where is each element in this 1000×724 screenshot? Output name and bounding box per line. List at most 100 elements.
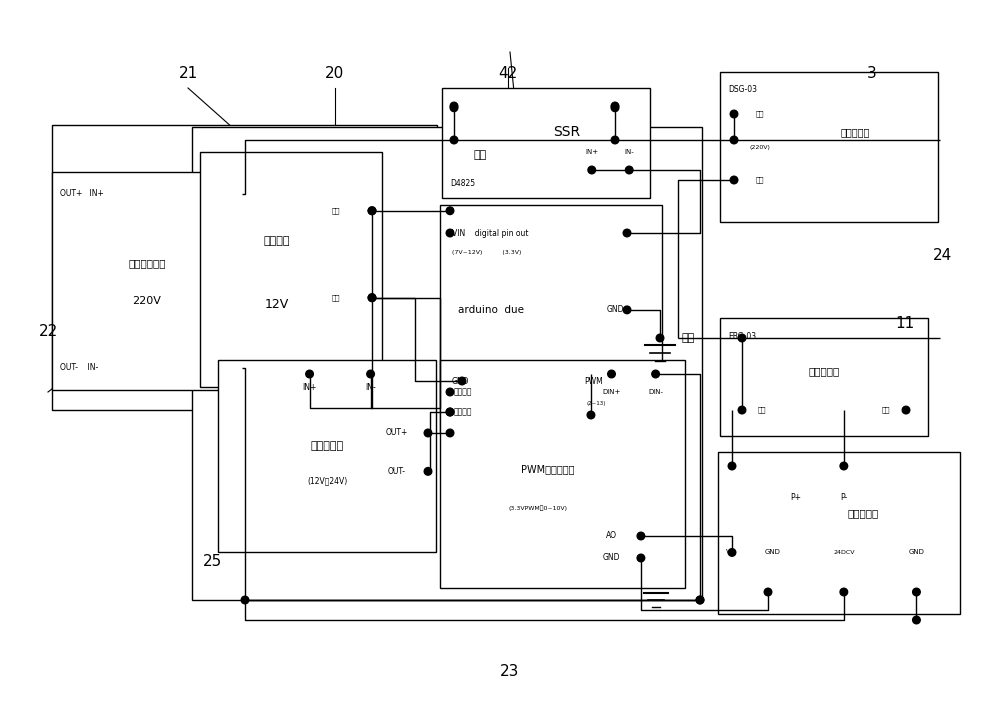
- Bar: [52, 172, 242, 390]
- Text: 负极: 负极: [332, 295, 340, 301]
- Circle shape: [450, 102, 458, 110]
- Text: GND: GND: [909, 550, 924, 555]
- Circle shape: [730, 110, 738, 118]
- Circle shape: [446, 408, 454, 416]
- Text: OUT-    IN-: OUT- IN-: [60, 363, 98, 373]
- Circle shape: [446, 207, 454, 214]
- Text: 正极: 正极: [756, 111, 764, 117]
- Text: (3.3VPWM转0~10V): (3.3VPWM转0~10V): [509, 505, 568, 511]
- Circle shape: [587, 411, 595, 418]
- Text: 220V: 220V: [133, 296, 161, 306]
- Circle shape: [637, 532, 645, 540]
- Circle shape: [588, 167, 596, 174]
- Text: 24: 24: [932, 248, 952, 264]
- Text: 车载电池: 车载电池: [263, 236, 290, 246]
- Circle shape: [738, 406, 746, 414]
- Text: GND: GND: [765, 550, 781, 555]
- Text: D4825: D4825: [450, 180, 475, 188]
- Text: 正极: 正极: [332, 208, 340, 214]
- Circle shape: [368, 207, 376, 214]
- Text: P+: P+: [790, 493, 801, 502]
- Text: 12V: 12V: [264, 298, 289, 311]
- Text: 22: 22: [38, 324, 58, 340]
- Circle shape: [611, 136, 619, 144]
- Text: 电磁换向阀: 电磁换向阀: [840, 127, 870, 137]
- Text: P-: P-: [840, 493, 847, 502]
- Circle shape: [446, 230, 454, 237]
- Text: IN-: IN-: [624, 149, 634, 155]
- Circle shape: [728, 549, 736, 556]
- Circle shape: [458, 377, 466, 384]
- Circle shape: [241, 596, 249, 604]
- Circle shape: [730, 176, 738, 184]
- Text: GND: GND: [452, 376, 470, 385]
- Circle shape: [424, 468, 432, 475]
- Text: (2~13): (2~13): [587, 400, 606, 405]
- Circle shape: [367, 370, 374, 378]
- Text: 电源负极: 电源负极: [454, 408, 473, 416]
- Text: 20: 20: [325, 67, 345, 82]
- Text: VIN    digital pin out: VIN digital pin out: [452, 229, 528, 237]
- Text: arduino  due: arduino due: [458, 305, 524, 315]
- Circle shape: [368, 207, 376, 214]
- Text: PWM转电压模块: PWM转电压模块: [521, 464, 575, 474]
- Text: 25: 25: [202, 555, 222, 570]
- Text: DIN-: DIN-: [648, 389, 663, 395]
- Circle shape: [764, 588, 772, 596]
- Bar: [218, 360, 436, 552]
- Circle shape: [623, 306, 631, 313]
- Circle shape: [625, 167, 633, 174]
- Bar: [440, 360, 685, 588]
- Text: PWM: PWM: [584, 376, 603, 385]
- Text: 升压转换器: 升压转换器: [310, 442, 344, 451]
- Circle shape: [450, 136, 458, 144]
- Text: IN+: IN+: [302, 384, 317, 392]
- Text: GND: GND: [607, 306, 625, 314]
- Circle shape: [738, 334, 746, 342]
- Circle shape: [446, 408, 454, 416]
- Text: 负极: 负极: [756, 177, 764, 183]
- Circle shape: [730, 136, 738, 144]
- Circle shape: [656, 334, 664, 342]
- Circle shape: [902, 406, 910, 414]
- Circle shape: [424, 429, 432, 437]
- Bar: [720, 318, 928, 436]
- Bar: [52, 125, 437, 410]
- Text: EBG-03: EBG-03: [728, 332, 756, 340]
- Circle shape: [696, 596, 704, 604]
- Circle shape: [611, 104, 619, 111]
- Bar: [440, 205, 662, 433]
- Text: OUT+   IN+: OUT+ IN+: [60, 190, 104, 198]
- Circle shape: [840, 588, 848, 596]
- Text: 正极: 正极: [758, 407, 766, 413]
- Text: 42: 42: [498, 67, 518, 82]
- Text: 21: 21: [178, 67, 198, 82]
- Text: 23: 23: [500, 665, 520, 680]
- Circle shape: [652, 370, 659, 378]
- Text: (220V): (220V): [750, 145, 770, 149]
- Circle shape: [913, 588, 920, 596]
- Text: 正弦波逆变器: 正弦波逆变器: [128, 258, 166, 268]
- Text: IN+: IN+: [585, 149, 598, 155]
- Text: IN-: IN-: [365, 384, 376, 392]
- Bar: [718, 452, 960, 614]
- Text: DSG-03: DSG-03: [728, 85, 757, 95]
- Circle shape: [637, 554, 645, 562]
- Text: 火线: 火线: [473, 150, 487, 160]
- Text: 负极: 负极: [882, 407, 890, 413]
- Text: 零线: 零线: [681, 333, 695, 343]
- Text: OUT+: OUT+: [386, 429, 408, 437]
- Circle shape: [368, 294, 376, 301]
- Circle shape: [696, 596, 704, 604]
- Circle shape: [728, 462, 736, 470]
- Text: 24DCV: 24DCV: [833, 550, 855, 555]
- Circle shape: [623, 230, 631, 237]
- Bar: [442, 88, 650, 198]
- Text: 3: 3: [867, 67, 877, 82]
- Circle shape: [368, 294, 376, 301]
- Circle shape: [611, 102, 619, 110]
- Circle shape: [450, 104, 458, 111]
- Text: 比例放大板: 比例放大板: [848, 508, 879, 518]
- Circle shape: [840, 462, 848, 470]
- Text: DIN+: DIN+: [602, 389, 621, 395]
